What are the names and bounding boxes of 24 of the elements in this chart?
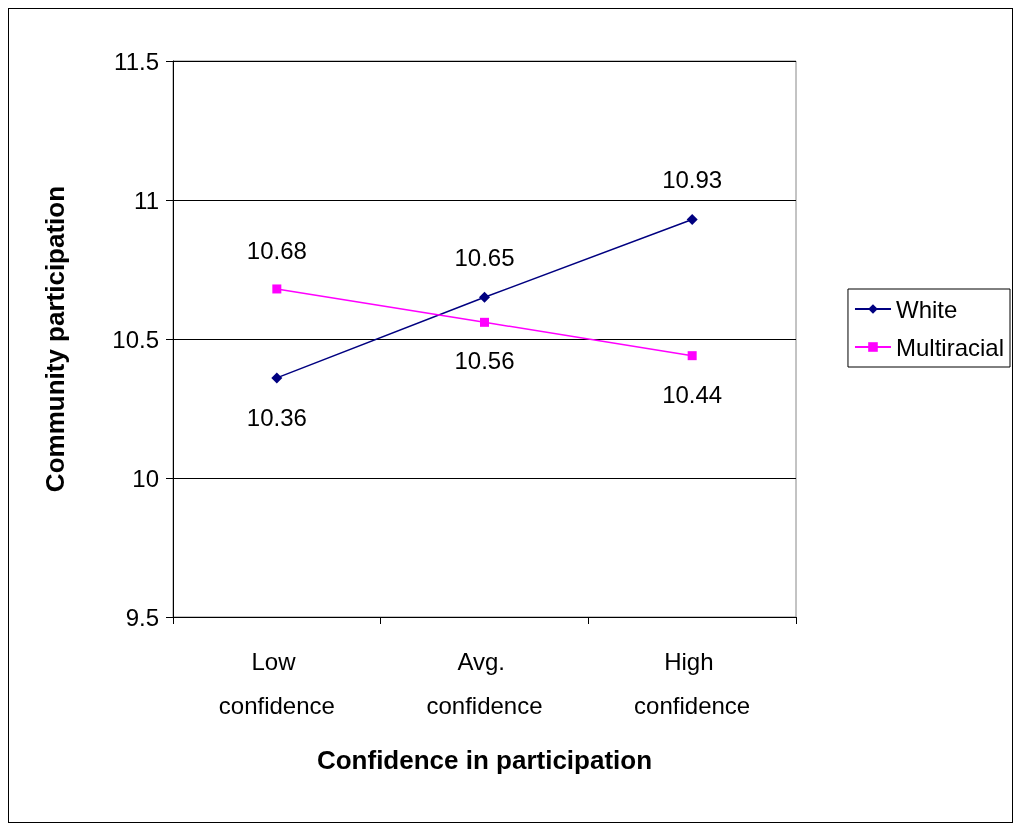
data-label: 10.93 [662,166,723,194]
data-label: 10.56 [454,347,515,375]
point [480,317,489,327]
data-label: 10.44 [662,380,723,408]
x-tick-label: Low confidence [218,647,335,719]
legend-label: Multiracial [895,333,1005,361]
point [686,213,698,225]
point [479,291,490,303]
point [272,284,282,294]
y-tick-label: 10 [132,464,159,492]
data-label: 10.65 [454,244,515,272]
y-axis-title: Community participation [40,185,70,493]
data-label: 10.36 [246,403,307,431]
y-tick-label: 9.5 [125,603,159,631]
x-axis-title: Confidence in participation [316,745,653,775]
legend-label: White [895,295,958,323]
y-tick-label: 11.5 [114,47,159,75]
y-tick-label: 10.5 [112,325,159,353]
data-label: 10.68 [246,236,307,264]
point [271,372,283,384]
x-tick-label: Avg. confidence [426,647,543,719]
y-tick-label: 11 [134,186,159,214]
x-tick-label: High confidence [634,647,751,719]
point [687,351,697,361]
